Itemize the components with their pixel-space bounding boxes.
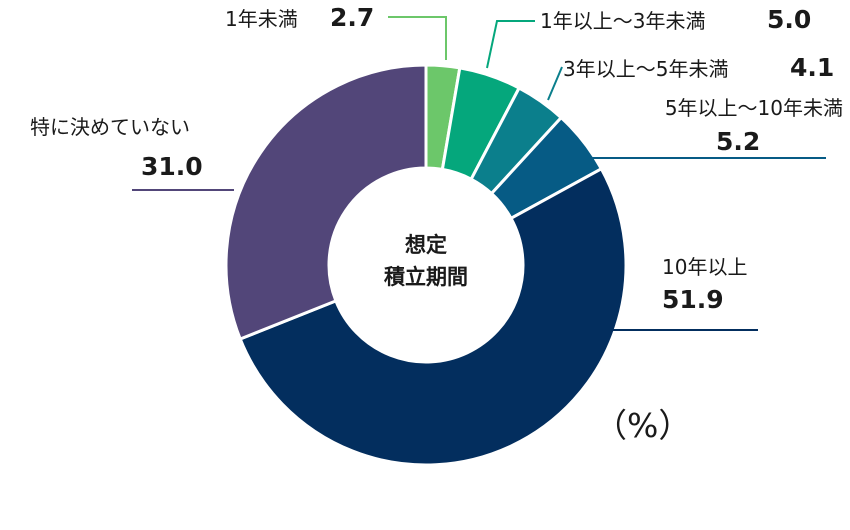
slice-value-6: 31.0	[141, 152, 203, 181]
leader-line-2	[486, 20, 535, 69]
slice-labels: 1年未満 2.7 1年以上～3年未満 5.0 3年以上～5年未満 4.1 5年以上～10年未…	[30, 3, 843, 314]
slice-label-5: 10年以上	[662, 255, 747, 279]
slice-value-5: 51.9	[662, 285, 724, 314]
donut-slices	[224, 63, 628, 467]
slice-label-1: 1年未満	[225, 7, 298, 31]
slice-label-6: 特に決めていない	[30, 115, 190, 139]
donut-slice-5	[238, 167, 628, 467]
center-label-line1: 想定	[405, 233, 447, 257]
slice-label-2: 1年以上～3年未満	[540, 9, 705, 33]
slice-value-1: 2.7	[330, 3, 374, 32]
unit-label: （%）	[594, 406, 691, 445]
slice-value-2: 5.0	[767, 5, 811, 34]
slice-value-4: 5.2	[716, 127, 760, 156]
center-label-line2: 積立期間	[384, 265, 468, 289]
slice-label-4: 5年以上～10年未満	[665, 96, 843, 120]
leader-line-1	[388, 16, 447, 60]
slice-label-3: 3年以上～5年未満	[563, 57, 728, 81]
leader-lines	[132, 16, 826, 331]
slice-value-3: 4.1	[790, 53, 834, 82]
leader-line-3	[547, 66, 563, 101]
donut-slice-6	[224, 63, 428, 341]
